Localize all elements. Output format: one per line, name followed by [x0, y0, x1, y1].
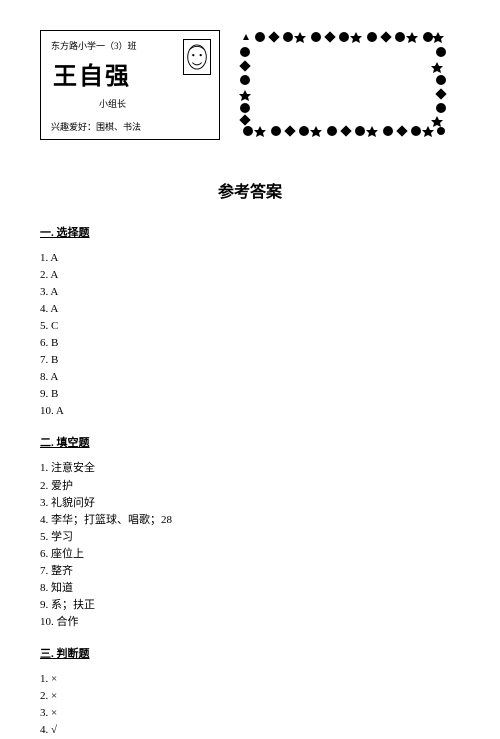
answer-line: 5. 学习: [40, 529, 460, 546]
student-card: 东方路小学一（3）班 王自强 小组长 兴趣爱好：围棋、书法: [40, 30, 220, 140]
answer-line: 1. A: [40, 250, 460, 267]
decorative-frame: [238, 30, 448, 138]
answer-line: 6. B: [40, 335, 460, 352]
section-3-answers: 1. ×2. ×3. ×4. √: [40, 671, 460, 739]
answer-line: 9. 系；扶正: [40, 597, 460, 614]
answer-line: 1. ×: [40, 671, 460, 688]
section-2-title: 二. 填空题: [40, 434, 460, 450]
card-photo-frame: [183, 39, 211, 75]
section-2-answers: 1. 注意安全2. 爱护3. 礼貌问好4. 李华；打篮球、唱歌；285. 学习6…: [40, 460, 460, 630]
answer-line: 1. 注意安全: [40, 460, 460, 477]
answer-line: 4. A: [40, 301, 460, 318]
answer-line: 9. B: [40, 386, 460, 403]
page-title: 参考答案: [40, 178, 460, 202]
section-3-title: 三. 判断题: [40, 645, 460, 661]
answer-line: 7. 整齐: [40, 563, 460, 580]
section-1-title: 一. 选择题: [40, 224, 460, 240]
face-icon: [184, 40, 210, 74]
answer-line: 2. A: [40, 267, 460, 284]
card-hobby: 兴趣爱好：围棋、书法: [51, 120, 209, 133]
answer-line: 2. ×: [40, 688, 460, 705]
card-role: 小组长: [99, 97, 209, 110]
section-1-answers: 1. A2. A3. A4. A5. C6. B7. B8. A9. B10. …: [40, 250, 460, 420]
answer-line: 2. 爱护: [40, 478, 460, 495]
answer-line: 3. A: [40, 284, 460, 301]
answer-line: 10. 合作: [40, 614, 460, 631]
answer-line: 8. 知道: [40, 580, 460, 597]
answer-line: 4. √: [40, 722, 460, 739]
answer-line: 10. A: [40, 403, 460, 420]
answer-line: 7. B: [40, 352, 460, 369]
top-row: 东方路小学一（3）班 王自强 小组长 兴趣爱好：围棋、书法: [40, 30, 460, 140]
answer-line: 6. 座位上: [40, 546, 460, 563]
answer-line: 4. 李华；打篮球、唱歌；28: [40, 512, 460, 529]
answer-line: 8. A: [40, 369, 460, 386]
answer-line: 3. 礼貌问好: [40, 495, 460, 512]
answer-line: 5. C: [40, 318, 460, 335]
